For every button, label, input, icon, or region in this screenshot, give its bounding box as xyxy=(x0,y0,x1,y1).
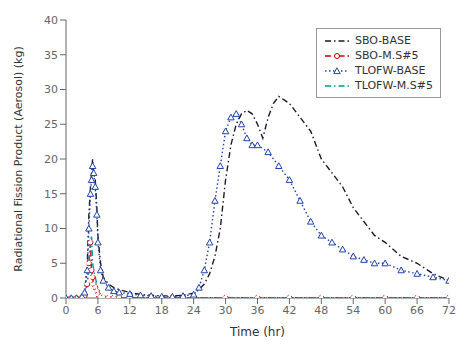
svg-text:Time (hr): Time (hr) xyxy=(229,325,285,339)
svg-text:10: 10 xyxy=(44,222,58,235)
svg-text:18: 18 xyxy=(155,304,169,317)
html-text:SBO-BASE: SBO-BASE xyxy=(355,34,411,47)
svg-text:6: 6 xyxy=(94,304,101,317)
svg-text:5: 5 xyxy=(51,257,58,270)
svg-text:20: 20 xyxy=(44,153,58,166)
svg-text:40: 40 xyxy=(44,14,58,27)
svg-text:60: 60 xyxy=(378,304,392,317)
svg-text:30: 30 xyxy=(44,83,58,96)
svg-text:66: 66 xyxy=(410,304,424,317)
svg-text:24: 24 xyxy=(187,304,201,317)
svg-text:72: 72 xyxy=(442,304,456,317)
svg-text:35: 35 xyxy=(44,49,58,62)
svg-text:42: 42 xyxy=(282,304,296,317)
svg-text:0: 0 xyxy=(51,292,58,305)
svg-text:Radiational Fission Product (A: Radiational Fission Product (Aerosol) (k… xyxy=(12,46,25,272)
svg-text:0: 0 xyxy=(63,304,70,317)
svg-text:36: 36 xyxy=(251,304,265,317)
html-text:SBO-M.S#5: SBO-M.S#5 xyxy=(355,49,419,62)
svg-text:12: 12 xyxy=(123,304,137,317)
svg-text:25: 25 xyxy=(44,118,58,131)
svg-text:54: 54 xyxy=(346,304,360,317)
svg-text:15: 15 xyxy=(44,188,58,201)
svg-text:30: 30 xyxy=(219,304,233,317)
html-text:TLOFW-M.S#5: TLOFW-M.S#5 xyxy=(355,79,433,92)
svg-text:48: 48 xyxy=(314,304,328,317)
html-text:TLOFW-BASE: TLOFW-BASE xyxy=(355,64,426,77)
